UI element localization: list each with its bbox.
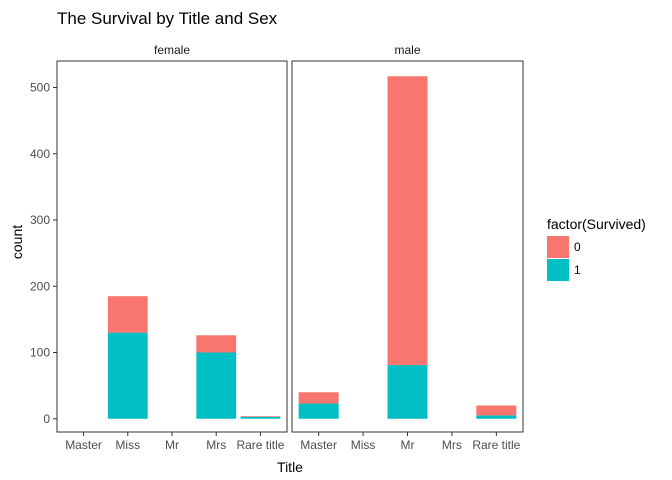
facet-male: male Master Miss Mr Mrs Rare title — [291, 43, 524, 452]
chart-title: The Survival by Title and Sex — [57, 9, 278, 28]
y-tick-label: 0 — [43, 412, 50, 426]
legend-label-0: 0 — [574, 240, 581, 254]
bar-female-miss-survived-0 — [107, 296, 148, 333]
y-tick-label: 200 — [30, 279, 50, 293]
y-tick-label: 300 — [30, 213, 50, 227]
facet-panels: female Master Miss Mr Mrs Rare title male Maste… — [56, 43, 524, 452]
y-axis-title: count — [9, 225, 25, 259]
bar-male-mr-survived-0 — [387, 76, 428, 366]
x-tick-label: Master — [65, 438, 102, 452]
bar-male-rare-title-survived-1 — [476, 415, 517, 419]
bar-female-rare-title-survived-1 — [240, 416, 281, 419]
y-tick-label: 100 — [30, 346, 50, 360]
bar-male-master-survived-1 — [298, 403, 339, 419]
legend-title: factor(Survived) — [547, 216, 646, 232]
legend-swatch-1 — [547, 259, 569, 281]
legend-swatch-0 — [547, 236, 569, 258]
y-tick-label: 400 — [30, 147, 50, 161]
y-axis: 0 100 200 300 400 500 — [30, 81, 57, 426]
x-tick-label: Mr — [401, 438, 415, 452]
x-tick-label: Miss — [115, 438, 140, 452]
y-tick-label: 500 — [30, 81, 50, 95]
bar-female-mrs-survived-1 — [196, 352, 237, 419]
x-tick-label: Mrs — [206, 438, 226, 452]
bar-female-rare-title-survived-0 — [240, 416, 281, 417]
x-tick-label: Rare title — [472, 438, 520, 452]
legend: factor(Survived) 0 1 — [547, 216, 646, 281]
x-tick-label: Mr — [165, 438, 179, 452]
bar-female-mrs-survived-0 — [196, 335, 237, 353]
facet-strip-label: male — [394, 43, 420, 57]
x-axis-title: Title — [277, 459, 303, 475]
bar-female-miss-survived-1 — [107, 332, 148, 419]
x-tick-label: Rare title — [236, 438, 284, 452]
bar-male-master-survived-0 — [298, 392, 339, 404]
x-tick-label: Mrs — [442, 438, 462, 452]
x-tick-label: Miss — [351, 438, 376, 452]
facet-strip-label: female — [154, 43, 190, 57]
facet-female: female Master Miss Mr Mrs Rare title — [56, 43, 288, 452]
bar-male-rare-title-survived-0 — [476, 405, 517, 416]
x-tick-label: Master — [300, 438, 337, 452]
legend-label-1: 1 — [574, 263, 581, 277]
panel-border — [56, 60, 288, 433]
bar-male-mr-survived-1 — [387, 365, 428, 419]
